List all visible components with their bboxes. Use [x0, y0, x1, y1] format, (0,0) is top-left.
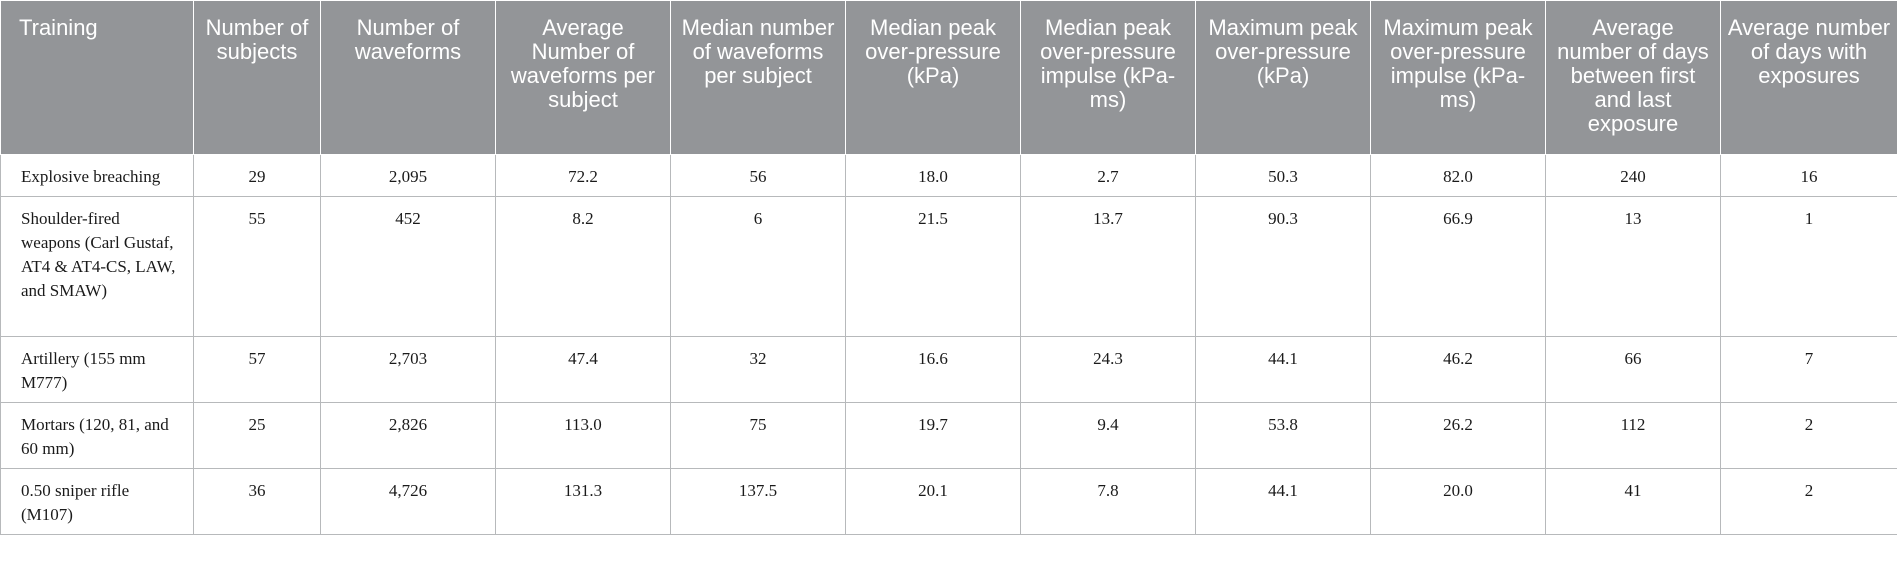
cell-average-days-between-exposures: 112	[1545, 402, 1721, 469]
cell-training: Explosive breaching	[0, 154, 194, 197]
cell-average-waveforms-per-subject: 113.0	[495, 402, 671, 469]
cell-maximum-peak-overpressure-impulse: 20.0	[1370, 468, 1546, 535]
cell-maximum-peak-overpressure-impulse: 46.2	[1370, 336, 1546, 403]
cell-average-waveforms-per-subject: 8.2	[495, 196, 671, 337]
table-row: 0.50 sniper rifle (M107) 36 4,726 131.3 …	[0, 468, 1897, 535]
cell-number-of-subjects: 57	[193, 336, 321, 403]
cell-number-of-waveforms: 2,095	[320, 154, 496, 197]
cell-maximum-peak-overpressure-impulse: 26.2	[1370, 402, 1546, 469]
cell-maximum-peak-overpressure: 53.8	[1195, 402, 1371, 469]
header-average-days-between-exposures: Average number of days between first and…	[1545, 0, 1721, 155]
cell-average-days-with-exposures: 16	[1720, 154, 1897, 197]
cell-number-of-waveforms: 2,826	[320, 402, 496, 469]
cell-average-days-with-exposures: 7	[1720, 336, 1897, 403]
cell-number-of-waveforms: 2,703	[320, 336, 496, 403]
cell-average-waveforms-per-subject: 131.3	[495, 468, 671, 535]
cell-number-of-subjects: 29	[193, 154, 321, 197]
cell-median-waveforms-per-subject: 137.5	[670, 468, 846, 535]
table-row: Mortars (120, 81, and 60 mm) 25 2,826 11…	[0, 402, 1897, 469]
cell-training: Artillery (155 mm M777)	[0, 336, 194, 403]
cell-number-of-subjects: 25	[193, 402, 321, 469]
cell-maximum-peak-overpressure: 44.1	[1195, 336, 1371, 403]
cell-average-waveforms-per-subject: 72.2	[495, 154, 671, 197]
cell-median-peak-overpressure: 20.1	[845, 468, 1021, 535]
data-table: Training Number of subjects Number of wa…	[0, 0, 1897, 535]
header-training: Training	[0, 0, 194, 155]
cell-median-waveforms-per-subject: 75	[670, 402, 846, 469]
table-header: Training Number of subjects Number of wa…	[0, 0, 1897, 155]
cell-median-peak-overpressure-impulse: 2.7	[1020, 154, 1196, 197]
cell-median-peak-overpressure: 16.6	[845, 336, 1021, 403]
header-average-days-with-exposures: Average number of days with exposures	[1720, 0, 1897, 155]
cell-number-of-subjects: 55	[193, 196, 321, 337]
cell-median-waveforms-per-subject: 32	[670, 336, 846, 403]
table-row: Explosive breaching 29 2,095 72.2 56 18.…	[0, 154, 1897, 197]
cell-number-of-waveforms: 4,726	[320, 468, 496, 535]
header-median-peak-overpressure: Median peak over-pressure (kPa)	[845, 0, 1021, 155]
cell-median-peak-overpressure-impulse: 24.3	[1020, 336, 1196, 403]
cell-number-of-waveforms: 452	[320, 196, 496, 337]
cell-median-peak-overpressure-impulse: 13.7	[1020, 196, 1196, 337]
table-row: Artillery (155 mm M777) 57 2,703 47.4 32…	[0, 336, 1897, 403]
header-number-of-subjects: Number of subjects	[193, 0, 321, 155]
cell-training: 0.50 sniper rifle (M107)	[0, 468, 194, 535]
cell-maximum-peak-overpressure: 90.3	[1195, 196, 1371, 337]
cell-average-days-between-exposures: 13	[1545, 196, 1721, 337]
cell-maximum-peak-overpressure-impulse: 66.9	[1370, 196, 1546, 337]
cell-training: Mortars (120, 81, and 60 mm)	[0, 402, 194, 469]
cell-average-days-between-exposures: 66	[1545, 336, 1721, 403]
table-row: Shoulder-fired weapons (Carl Gustaf, AT4…	[0, 196, 1897, 337]
cell-average-days-with-exposures: 1	[1720, 196, 1897, 337]
header-maximum-peak-overpressure: Maximum peak over-pressure (kPa)	[1195, 0, 1371, 155]
cell-maximum-peak-overpressure: 50.3	[1195, 154, 1371, 197]
cell-maximum-peak-overpressure-impulse: 82.0	[1370, 154, 1546, 197]
cell-median-peak-overpressure: 19.7	[845, 402, 1021, 469]
header-median-peak-overpressure-impulse: Median peak over-pressure impulse (kPa-m…	[1020, 0, 1196, 155]
cell-average-days-with-exposures: 2	[1720, 468, 1897, 535]
header-number-of-waveforms: Number of waveforms	[320, 0, 496, 155]
cell-average-waveforms-per-subject: 47.4	[495, 336, 671, 403]
cell-average-days-between-exposures: 41	[1545, 468, 1721, 535]
cell-number-of-subjects: 36	[193, 468, 321, 535]
cell-median-waveforms-per-subject: 6	[670, 196, 846, 337]
header-average-waveforms-per-subject: Average Number of waveforms per subject	[495, 0, 671, 155]
header-row: Training Number of subjects Number of wa…	[0, 0, 1897, 155]
cell-average-days-with-exposures: 2	[1720, 402, 1897, 469]
header-maximum-peak-overpressure-impulse: Maximum peak over-pressure impulse (kPa-…	[1370, 0, 1546, 155]
header-median-waveforms-per-subject: Median number of waveforms per subject	[670, 0, 846, 155]
cell-average-days-between-exposures: 240	[1545, 154, 1721, 197]
cell-median-peak-overpressure: 21.5	[845, 196, 1021, 337]
cell-maximum-peak-overpressure: 44.1	[1195, 468, 1371, 535]
cell-median-peak-overpressure-impulse: 7.8	[1020, 468, 1196, 535]
table-body: Explosive breaching 29 2,095 72.2 56 18.…	[0, 154, 1897, 535]
cell-training: Shoulder-fired weapons (Carl Gustaf, AT4…	[0, 196, 194, 337]
cell-median-peak-overpressure: 18.0	[845, 154, 1021, 197]
cell-median-peak-overpressure-impulse: 9.4	[1020, 402, 1196, 469]
cell-median-waveforms-per-subject: 56	[670, 154, 846, 197]
